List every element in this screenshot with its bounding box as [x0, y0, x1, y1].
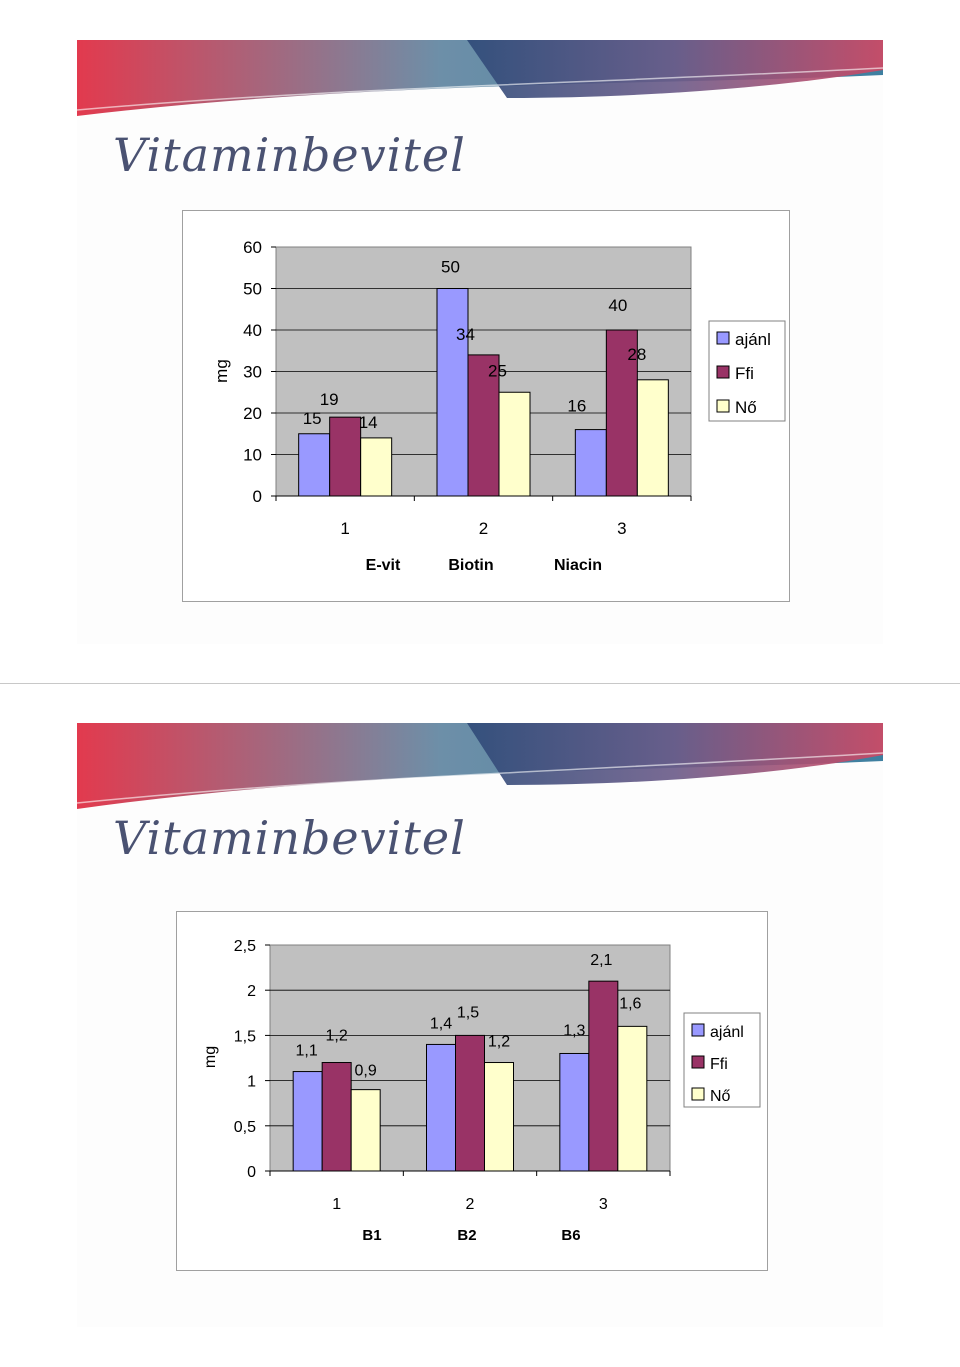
slide-2: Vitaminbevitel 0 0,5 1 1,5 2 2,5 1,1 1,2 0,9 1 1,4…	[77, 723, 883, 1327]
data-label: 28	[627, 345, 646, 364]
y-tick-label: 40	[243, 321, 262, 340]
legend-label: Nő	[735, 398, 757, 417]
slide-header-decoration	[77, 40, 883, 116]
x-tick-label: 1	[332, 1196, 341, 1213]
bar	[298, 433, 331, 497]
data-label: 25	[488, 361, 507, 380]
legend-label: Ffi	[735, 364, 754, 383]
bar	[329, 416, 362, 497]
data-label: 40	[608, 296, 627, 315]
slide-1: Vitaminbevitel 0 10 20 30 40 50 60 15 19 14 1 50 34 2…	[77, 40, 883, 644]
y-axis-title: mg	[202, 1046, 219, 1068]
bar-chart: 0 0,5 1 1,5 2 2,5 1,1 1,2 0,9 1 1,4 1,5 1,2 2 1,3 2,1 1,…	[202, 938, 761, 1244]
bar	[605, 329, 638, 497]
data-label: 1,1	[296, 1043, 318, 1060]
data-label: 15	[303, 409, 322, 428]
data-label: 1,5	[457, 1004, 479, 1021]
data-label: 19	[320, 390, 339, 409]
bar	[588, 980, 619, 1172]
legend-swatch	[691, 1087, 705, 1101]
data-label: 1,6	[619, 995, 641, 1012]
bar	[455, 1034, 485, 1172]
y-tick-label: 30	[243, 363, 262, 382]
bar	[426, 1043, 456, 1172]
legend-swatch	[716, 399, 730, 413]
category-name-label: Niacin	[554, 557, 602, 574]
bar	[350, 1089, 381, 1172]
category-name-label: B2	[457, 1227, 476, 1244]
data-label: 34	[456, 325, 475, 344]
y-tick-label: 1,5	[234, 1028, 256, 1045]
data-label: 1,2	[326, 1028, 348, 1045]
x-tick-label: 1	[340, 519, 349, 538]
data-label: 0,9	[355, 1063, 377, 1080]
data-label: 1,2	[488, 1034, 510, 1051]
slide-header-decoration	[77, 723, 883, 809]
y-tick-label: 50	[243, 280, 262, 299]
legend-swatch	[691, 1023, 705, 1037]
page-separator	[0, 683, 960, 684]
x-tick-label: 2	[466, 1196, 475, 1213]
y-tick-label: 0,5	[234, 1119, 256, 1136]
legend-label: Ffi	[710, 1056, 728, 1073]
legend-swatch	[691, 1055, 705, 1069]
y-tick-label: 2	[247, 983, 256, 1000]
bar	[360, 437, 393, 497]
y-tick-label: 0	[253, 487, 262, 506]
data-label: 2,1	[590, 952, 612, 969]
category-name-label: Biotin	[448, 557, 493, 574]
bar	[617, 1025, 648, 1172]
data-label: 1,4	[430, 1015, 452, 1032]
data-label: 16	[567, 397, 586, 416]
x-tick-label: 3	[599, 1196, 608, 1213]
slide-title: Vitaminbevitel	[113, 128, 466, 182]
x-tick-label: 3	[617, 519, 626, 538]
chart-container: 0 10 20 30 40 50 60 15 19 14 1 50 34 25 2 16 40 28 3 E-vit B…	[182, 210, 790, 602]
bar	[292, 1071, 323, 1172]
category-name-label: B1	[362, 1227, 381, 1244]
chart-container: 0 0,5 1 1,5 2 2,5 1,1 1,2 0,9 1 1,4 1,5 1,2 2 1,3 2,1 1,…	[176, 911, 768, 1271]
y-tick-label: 60	[243, 238, 262, 257]
bar	[636, 379, 669, 497]
y-tick-label: 1	[247, 1074, 256, 1091]
bar	[436, 288, 469, 497]
bar	[484, 1062, 514, 1172]
y-axis-title: mg	[212, 359, 231, 383]
y-tick-label: 10	[243, 446, 262, 465]
legend-swatch	[716, 365, 730, 379]
data-label: 1,3	[563, 1022, 585, 1039]
y-tick-label: 0	[247, 1164, 256, 1181]
slide-title: Vitaminbevitel	[113, 811, 466, 865]
y-tick-label: 2,5	[234, 938, 256, 955]
legend-swatch	[716, 331, 730, 345]
bar	[559, 1052, 590, 1172]
bar	[498, 391, 531, 497]
legend-label: ajánl	[710, 1024, 744, 1041]
data-label: 14	[359, 413, 378, 432]
category-name-label: B6	[561, 1227, 580, 1244]
legend-label: Nő	[710, 1088, 731, 1105]
bar	[574, 429, 607, 497]
category-name-label: E-vit	[366, 557, 401, 574]
legend-label: ajánl	[735, 330, 771, 349]
data-label: 50	[441, 258, 460, 277]
bar	[321, 1062, 352, 1172]
y-tick-label: 20	[243, 404, 262, 423]
x-tick-label: 2	[479, 519, 488, 538]
